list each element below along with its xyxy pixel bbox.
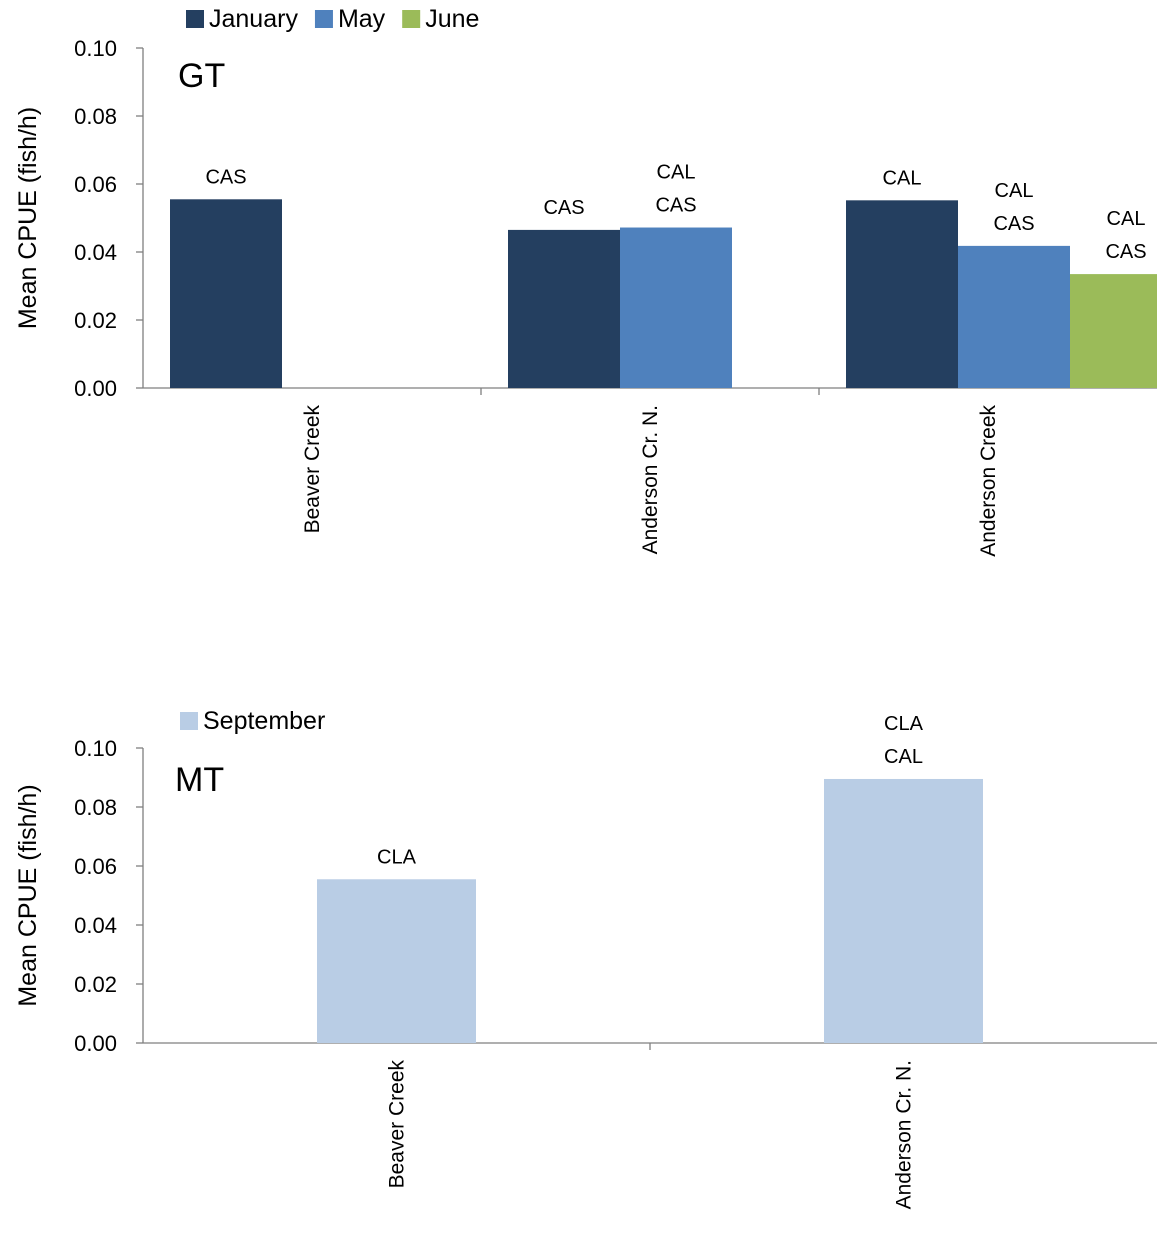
bar-september-1 (824, 778, 983, 1043)
x-category-label: Beaver Creek (386, 1060, 409, 1189)
legend-label-september: September (203, 707, 325, 735)
x-category-label: Beaver Creek (301, 405, 324, 534)
bar-january-2 (846, 200, 958, 388)
bar-data-label: CAS (205, 166, 246, 188)
y-axis-title: Mean CPUE (fish/h) (14, 107, 42, 329)
bar-january-0 (170, 199, 282, 388)
y-axis-title: Mean CPUE (fish/h) (14, 784, 42, 1006)
legend-swatch-may (314, 10, 333, 28)
bar-data-label: CLA (377, 846, 417, 868)
legend-label-may: May (338, 5, 386, 33)
panel-label: GT (178, 57, 225, 95)
x-category-label: Anderson Cr. N. (639, 405, 662, 554)
y-tick-label: 0.00 (74, 1031, 117, 1056)
y-tick-label: 0.04 (74, 913, 117, 938)
y-tick-label: 0.06 (74, 172, 117, 197)
y-tick-label: 0.10 (74, 736, 117, 761)
panel-label: MT (175, 761, 224, 799)
y-tick-label: 0.00 (74, 376, 117, 401)
bar-data-label: CAS (543, 197, 584, 219)
legend-swatch-january (186, 10, 204, 28)
bar-may-2 (958, 245, 1070, 388)
bar-september-0 (317, 879, 476, 1043)
legend-swatch-september (180, 712, 198, 730)
y-tick-label: 0.04 (74, 240, 117, 265)
bar-data-label: CLA (884, 713, 924, 735)
legend-label-january: January (209, 5, 298, 33)
y-tick-label: 0.06 (74, 854, 117, 879)
bar-data-label: CAL (883, 167, 922, 189)
legend-swatch-june (402, 10, 421, 28)
bar-data-label: CAL (995, 180, 1034, 202)
bar-may-1 (620, 227, 732, 388)
bar-data-label: CAL (884, 746, 923, 768)
y-tick-label: 0.08 (74, 104, 117, 129)
legend-label-june: June (425, 5, 479, 33)
bar-data-label: CAL (657, 162, 696, 184)
bar-january-1 (508, 229, 620, 388)
x-category-label: Anderson Cr. N. (893, 1060, 916, 1209)
y-tick-label: 0.02 (74, 972, 117, 997)
y-tick-label: 0.02 (74, 308, 117, 333)
bar-data-label: CAS (993, 213, 1034, 235)
bar-data-label: CAL (1107, 208, 1146, 230)
y-tick-label: 0.08 (74, 795, 117, 820)
chart-panel-gt: 0.00 0.02 0.04 0.06 0.08 0.10 Mean CPUE (fish/… (14, 5, 1157, 557)
bar-data-label: CAS (655, 195, 696, 217)
bar-data-label: CAS (1105, 241, 1146, 263)
chart-panel-mt: 0.00 0.02 0.04 0.06 0.08 0.10 Mean CPUE (fish/… (14, 707, 1157, 1209)
y-tick-label: 0.10 (74, 36, 117, 61)
x-category-label: Anderson Creek (977, 405, 1000, 557)
bar-june-2 (1070, 274, 1157, 388)
